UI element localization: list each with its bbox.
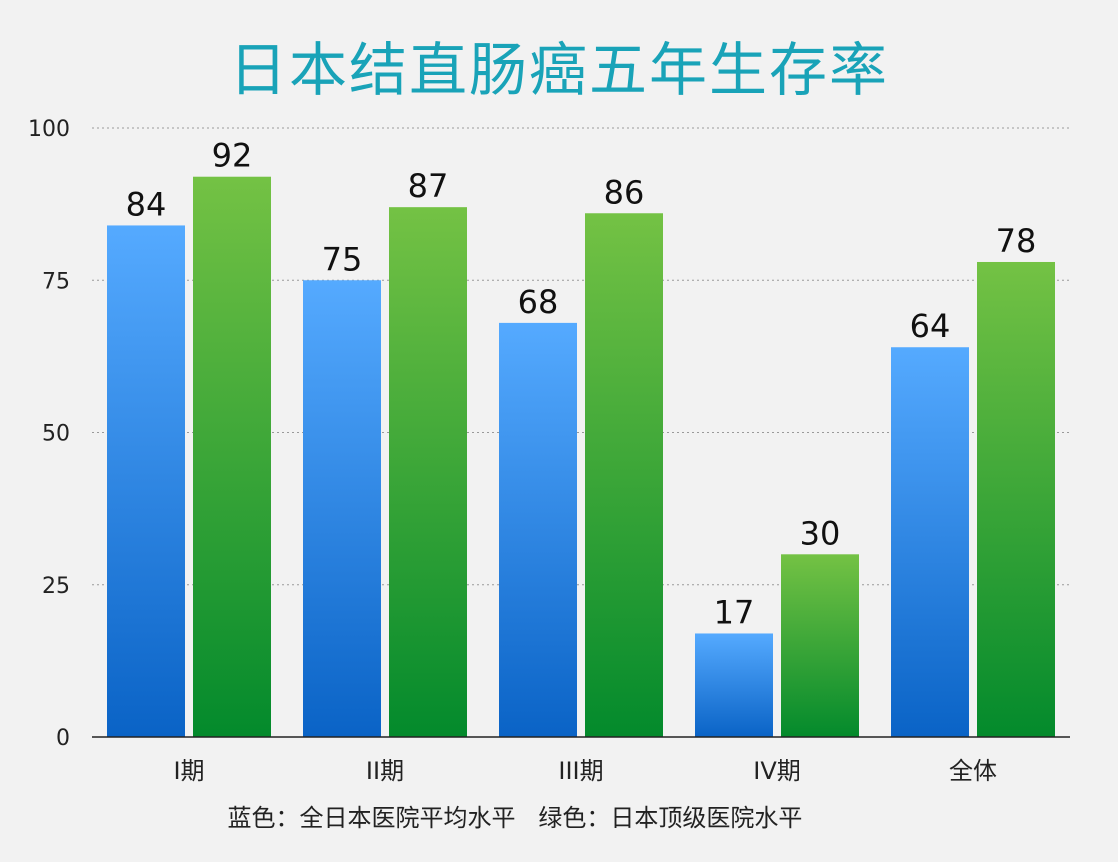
data-label: 75 xyxy=(322,240,363,278)
axes: 0 25 50 75 100 I期 II期 III期 IV期 全体 xyxy=(28,117,1070,785)
bar-series-b xyxy=(781,554,859,737)
bar-series-a xyxy=(499,322,577,737)
bar-series-b xyxy=(977,261,1055,737)
y-tick-label: 100 xyxy=(28,117,70,142)
bar-series-a xyxy=(695,633,773,737)
data-label: 64 xyxy=(910,307,951,345)
data-label: 68 xyxy=(518,283,559,321)
bar-series-a xyxy=(891,347,969,737)
y-tick-label: 75 xyxy=(42,269,70,294)
bar-series-a xyxy=(107,225,185,737)
data-label: 86 xyxy=(604,173,645,211)
bars xyxy=(107,176,1055,738)
data-label: 17 xyxy=(714,593,755,631)
x-tick-label: 全体 xyxy=(949,757,997,785)
data-label: 87 xyxy=(408,167,449,205)
y-tick-label: 50 xyxy=(42,422,70,447)
y-tick-label: 25 xyxy=(42,574,70,599)
chart-title: 日本结直肠癌五年生存率 xyxy=(228,36,889,104)
bar-series-b xyxy=(585,213,663,737)
data-labels: 84 92 75 87 68 86 17 30 64 78 xyxy=(126,137,1037,632)
data-label: 30 xyxy=(800,514,841,552)
data-label: 92 xyxy=(212,137,253,175)
x-tick-label: I期 xyxy=(173,757,204,785)
x-tick-label: III期 xyxy=(558,757,603,785)
data-label: 84 xyxy=(126,185,167,223)
x-tick-label: IV期 xyxy=(753,757,801,785)
bar-series-b xyxy=(389,207,467,738)
x-tick-label: II期 xyxy=(366,757,404,785)
bar-series-b xyxy=(193,176,271,738)
bar-series-a xyxy=(303,280,381,737)
legend-note: 蓝色：全日本医院平均水平 绿色：日本顶级医院水平 xyxy=(227,804,803,832)
y-tick-label: 0 xyxy=(56,726,70,751)
data-label: 78 xyxy=(996,222,1037,260)
